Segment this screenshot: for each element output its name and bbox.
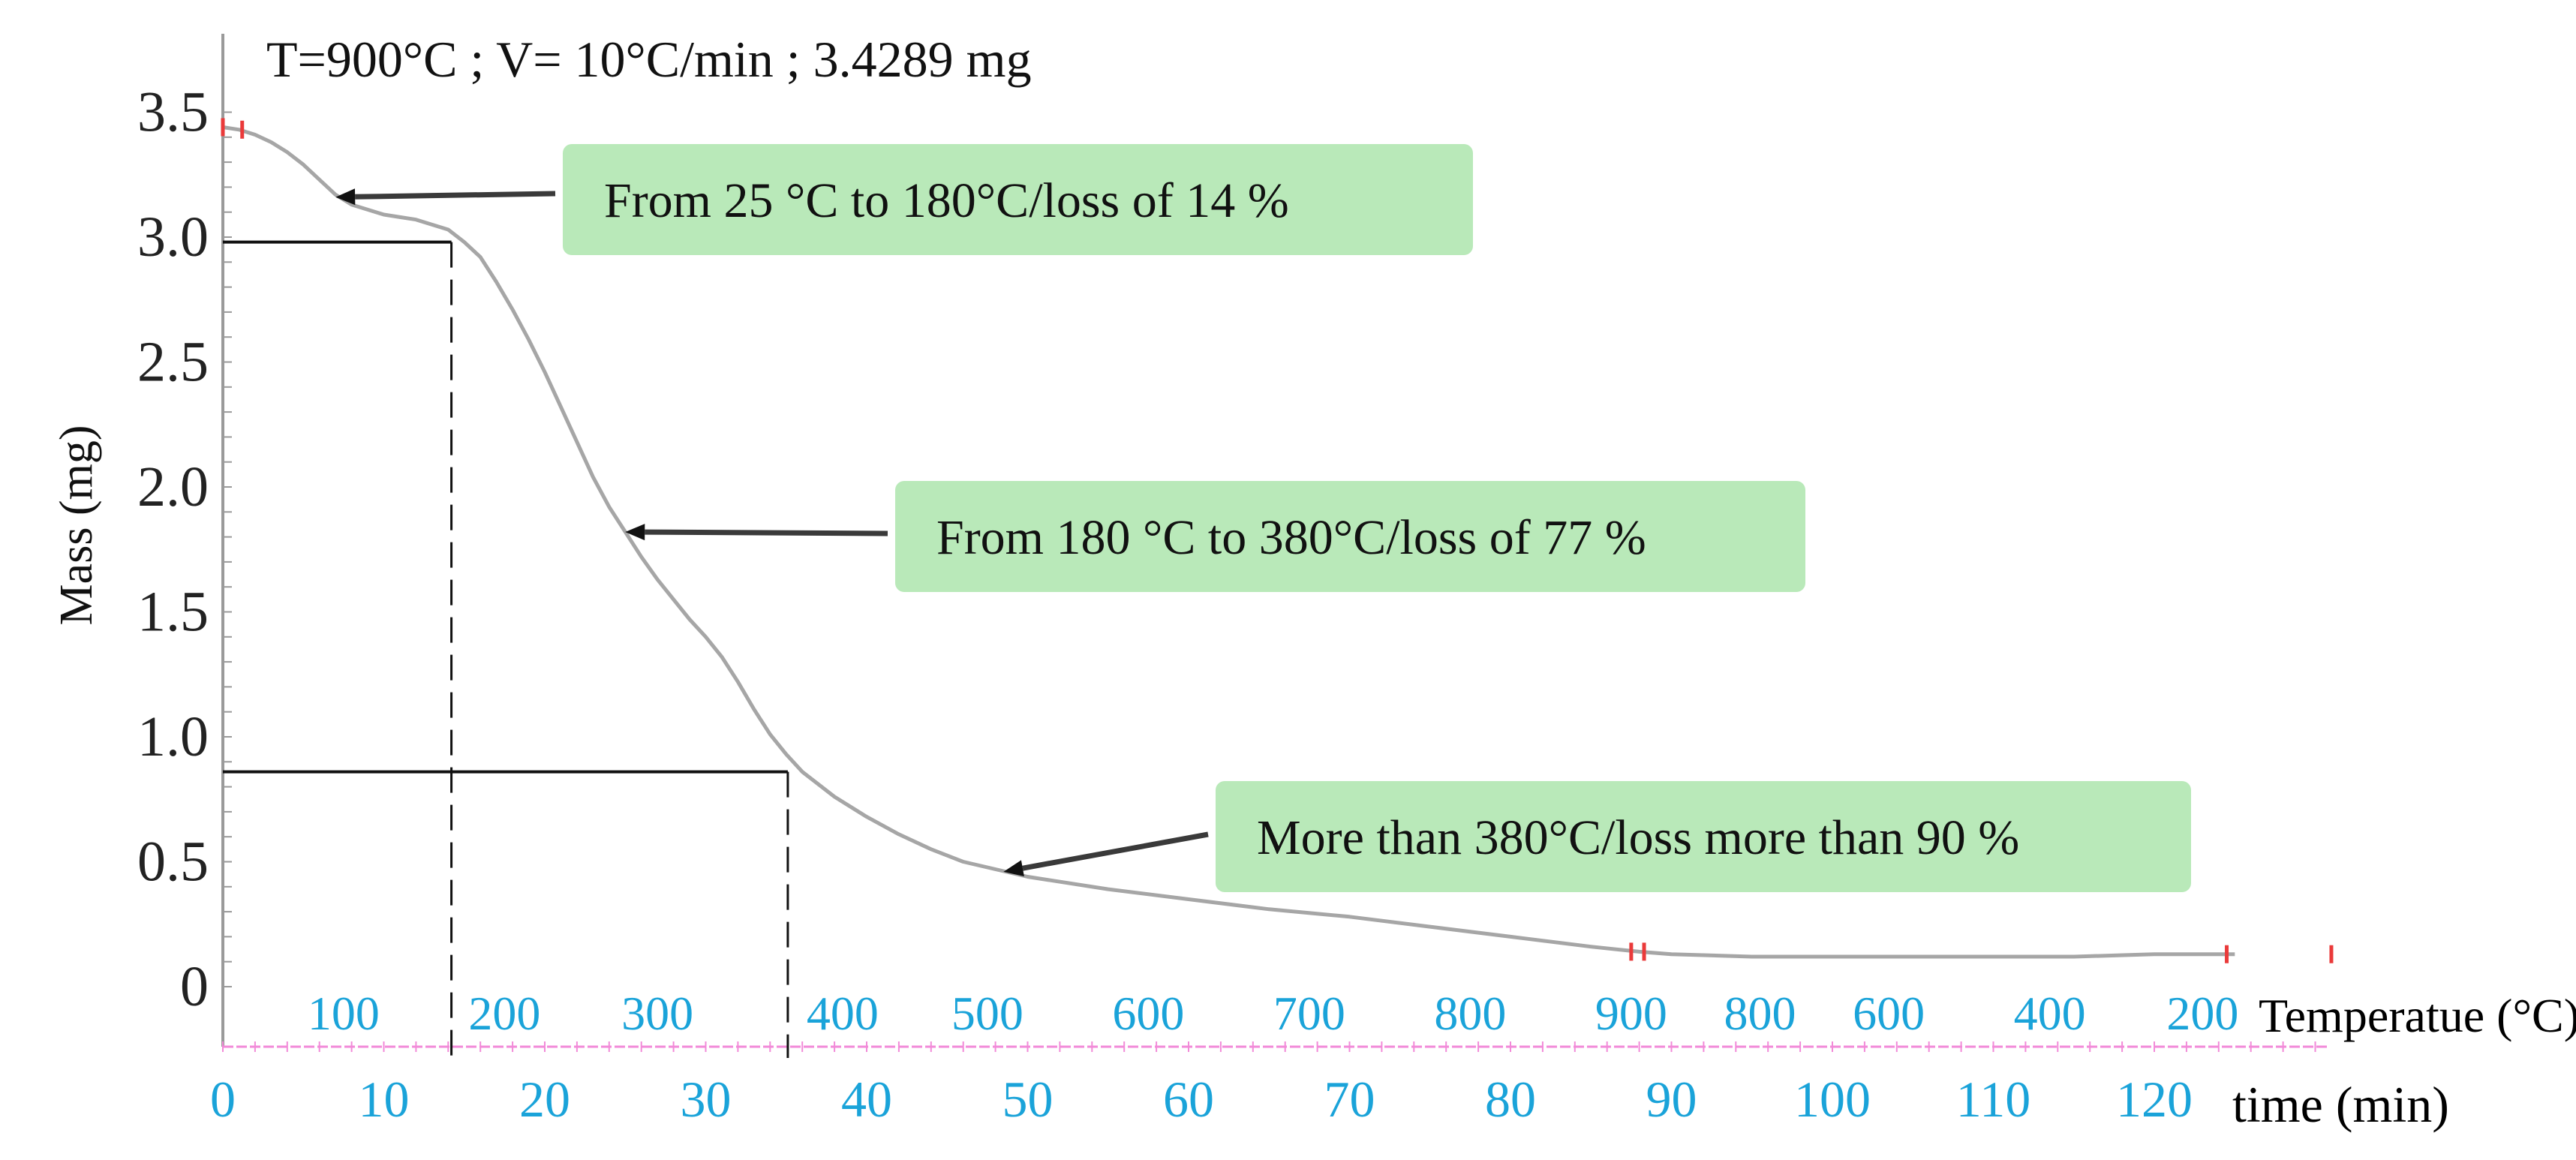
annotation-arrow-head (335, 188, 356, 206)
temperature-tick-label: 200 (468, 987, 540, 1040)
time-tick-label: 10 (359, 1071, 410, 1128)
temperature-tick-label: 200 (2166, 987, 2238, 1040)
time-tick-label: 120 (2116, 1071, 2193, 1128)
curve-layer (222, 125, 2235, 959)
annotation-box (895, 481, 1805, 592)
time-tick-label: 90 (1646, 1071, 1697, 1128)
y-tick-label: 1.5 (137, 581, 209, 644)
temperature-tick-label: 800 (1724, 987, 1796, 1040)
y-tick-label: 1.0 (137, 705, 209, 768)
tick-label-layer: 0 0.5 1.0 1.5 2.0 2.5 3.0 3.5 0 10 20 30 40 50 60 70 80 9… (137, 81, 2238, 1128)
reference-lines (223, 240, 789, 1058)
time-tick-label: 20 (519, 1071, 570, 1128)
y-tick-label: 2.5 (137, 331, 209, 394)
annotation-arrow-shaft (1022, 831, 1209, 871)
annotation-box (1216, 781, 2191, 892)
time-tick-label: 100 (1794, 1071, 1871, 1128)
chart-title: T=900°C ; V= 10°C/min ; 3.4289 mg (266, 31, 1032, 88)
y-tick-label: 2.0 (137, 455, 209, 518)
y-axis-label: Mass (mg) (51, 425, 102, 626)
annotation-text: More than 380°C/loss more than 90 % (1257, 810, 2019, 865)
annotation-arrow-shaft (355, 191, 556, 200)
time-tick-label: 40 (841, 1071, 892, 1128)
annotation-box (563, 144, 1473, 255)
temperature-axis-label: Temperatue (°C) (2259, 989, 2576, 1042)
annotation-arrow-head (1003, 860, 1024, 876)
temperature-tick-label: 800 (1434, 987, 1506, 1040)
mass-curve (222, 125, 2235, 959)
y-tick-label: 0.5 (137, 831, 209, 894)
time-tick-label: 70 (1324, 1071, 1375, 1128)
annotation-layer: From 25 °C to 180°C/loss of 14 % From 180… (335, 144, 2191, 892)
temperature-tick-label: 300 (621, 987, 693, 1040)
temperature-tick-label: 600 (1853, 987, 1925, 1040)
y-tick-label: 0 (180, 955, 209, 1018)
time-tick-label: 60 (1163, 1071, 1214, 1128)
annotation-text: From 180 °C to 380°C/loss of 77 % (936, 510, 1646, 565)
temperature-tick-label: 400 (807, 987, 879, 1040)
temperature-tick-label: 500 (951, 987, 1023, 1040)
time-tick-label: 110 (1956, 1071, 2030, 1128)
time-axis-label: time (min) (2232, 1076, 2449, 1133)
time-tick-label: 80 (1485, 1071, 1536, 1128)
temperature-tick-label: 700 (1273, 987, 1345, 1040)
annotation-arrow-shaft (645, 529, 888, 536)
time-tick-label: 50 (1002, 1071, 1054, 1128)
time-tick-label: 30 (681, 1071, 732, 1128)
annotation-arrow-head (625, 524, 645, 541)
y-tick-label: 3.0 (137, 206, 209, 269)
temperature-tick-label: 400 (2014, 987, 2086, 1040)
annotation-text: From 25 °C to 180°C/loss of 14 % (604, 173, 1289, 228)
temperature-tick-label: 900 (1595, 987, 1667, 1040)
time-tick-label: 0 (210, 1071, 236, 1128)
axes-layer (221, 34, 2330, 1052)
temperature-tick-label: 100 (308, 987, 380, 1040)
temperature-tick-label: 600 (1112, 987, 1184, 1040)
marker-layer (221, 118, 2334, 963)
y-tick-label: 3.5 (137, 81, 209, 144)
